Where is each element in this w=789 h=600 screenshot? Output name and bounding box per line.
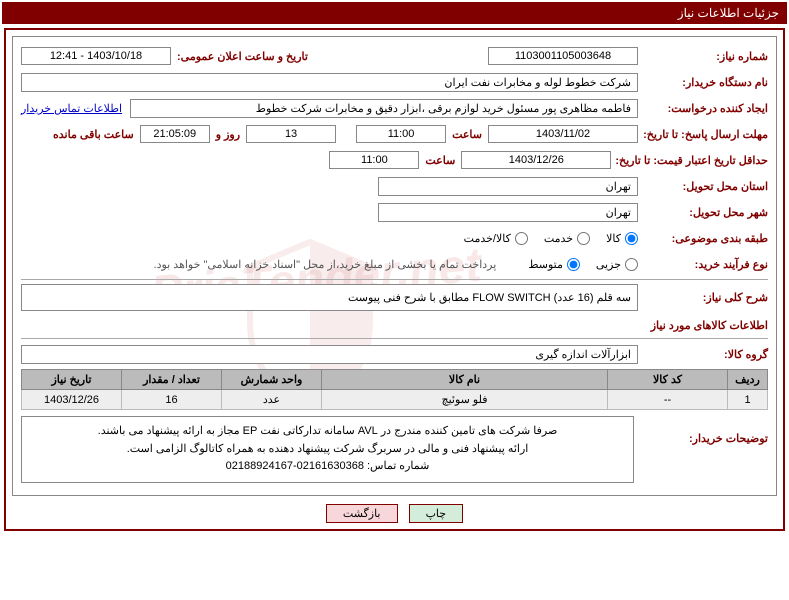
deadline-send-label: مهلت ارسال پاسخ: تا تاریخ: bbox=[638, 128, 768, 141]
goods-group-value: ابزارآلات اندازه گیری bbox=[21, 345, 638, 364]
print-button[interactable]: چاپ bbox=[409, 504, 464, 523]
th-date: تاریخ نیاز bbox=[22, 370, 122, 390]
purchase-type-radios: جزیی متوسط bbox=[512, 258, 638, 271]
buyer-note-line3: شماره تماس: 02161630368-02188924167 bbox=[28, 458, 627, 476]
th-name: نام کالا bbox=[322, 370, 608, 390]
buyer-contact-link[interactable]: اطلاعات تماس خریدار bbox=[21, 102, 122, 115]
th-qty: تعداد / مقدار bbox=[122, 370, 222, 390]
buyer-note-line2: ارائه پیشنهاد فنی و مالی در سربرگ شرکت پ… bbox=[28, 441, 627, 459]
requester-label: ایجاد کننده درخواست: bbox=[638, 102, 768, 115]
need-number-value: 1103001105003648 bbox=[488, 47, 638, 65]
payment-note: پرداخت تمام یا بخشی از مبلغ خرید،از محل … bbox=[154, 258, 497, 271]
radio-partial[interactable]: جزیی bbox=[596, 258, 638, 271]
city-label: شهر محل تحویل: bbox=[638, 206, 768, 219]
th-unit: واحد شمارش bbox=[222, 370, 322, 390]
days-label: روز و bbox=[210, 128, 246, 141]
announce-label: تاریخ و ساعت اعلان عمومی: bbox=[171, 50, 314, 63]
goods-group-label: گروه کالا: bbox=[638, 348, 768, 361]
category-label: طبقه بندی موضوعی: bbox=[638, 232, 768, 245]
buyer-org-value: شرکت خطوط لوله و مخابرات نفت ایران bbox=[21, 73, 638, 92]
back-button[interactable]: بازگشت bbox=[326, 504, 398, 523]
buyer-org-label: نام دستگاه خریدار: bbox=[638, 76, 768, 89]
details-panel: شماره نیاز: 1103001105003648 تاریخ و ساع… bbox=[12, 36, 777, 496]
summary-label: شرح کلی نیاز: bbox=[638, 291, 768, 304]
need-number-label: شماره نیاز: bbox=[638, 50, 768, 63]
validity-time: 11:00 bbox=[329, 151, 419, 169]
summary-value: سه قلم (16 عدد) FLOW SWITCH مطابق با شرح… bbox=[21, 284, 638, 311]
th-row: ردیف bbox=[728, 370, 768, 390]
radio-both[interactable]: کالا/خدمت bbox=[464, 232, 528, 245]
goods-table: ردیف کد کالا نام کالا واحد شمارش تعداد /… bbox=[21, 369, 768, 410]
goods-info-header: اطلاعات کالاهای مورد نیاز bbox=[21, 319, 768, 334]
buyer-notes-box: صرفا شرکت های تامین کننده مندرج در AVL س… bbox=[21, 416, 634, 483]
cell-name: فلو سوئیچ bbox=[322, 390, 608, 410]
button-row: چاپ بازگشت bbox=[12, 504, 777, 523]
category-radios: کالا خدمت کالا/خدمت bbox=[448, 232, 638, 245]
cell-qty: 16 bbox=[122, 390, 222, 410]
cell-num: 1 bbox=[728, 390, 768, 410]
city-value: تهران bbox=[378, 203, 638, 222]
requester-value: فاطمه مظاهری پور مسئول خرید لوازم برقی ،… bbox=[130, 99, 638, 118]
validity-date: 1403/12/26 bbox=[461, 151, 611, 169]
radio-service[interactable]: خدمت bbox=[544, 232, 590, 245]
buyer-notes-label: توضیحات خریدار: bbox=[638, 416, 768, 445]
cell-code: -- bbox=[608, 390, 728, 410]
time-label-1: ساعت bbox=[446, 128, 488, 141]
province-value: تهران bbox=[378, 177, 638, 196]
deadline-date: 1403/11/02 bbox=[488, 125, 638, 143]
cell-unit: عدد bbox=[222, 390, 322, 410]
panel-header: جزئیات اطلاعات نیاز bbox=[2, 2, 787, 24]
remaining-label: ساعت باقی مانده bbox=[47, 128, 140, 141]
table-row: 1 -- فلو سوئیچ عدد 16 1403/12/26 bbox=[22, 390, 768, 410]
days-remaining: 13 bbox=[246, 125, 336, 143]
th-code: کد کالا bbox=[608, 370, 728, 390]
province-label: استان محل تحویل: bbox=[638, 180, 768, 193]
countdown-timer: 21:05:09 bbox=[140, 125, 210, 143]
validity-label: حداقل تاریخ اعتبار قیمت: تا تاریخ: bbox=[611, 154, 768, 167]
purchase-type-label: نوع فرآیند خرید: bbox=[638, 258, 768, 271]
buyer-note-line1: صرفا شرکت های تامین کننده مندرج در AVL س… bbox=[28, 423, 627, 441]
deadline-time: 11:00 bbox=[356, 125, 446, 143]
time-label-2: ساعت bbox=[419, 154, 461, 167]
radio-medium[interactable]: متوسط bbox=[528, 258, 580, 271]
main-frame: شماره نیاز: 1103001105003648 تاریخ و ساع… bbox=[4, 28, 785, 531]
radio-goods[interactable]: کالا bbox=[606, 232, 638, 245]
cell-date: 1403/12/26 bbox=[22, 390, 122, 410]
announce-value: 1403/10/18 - 12:41 bbox=[21, 47, 171, 65]
